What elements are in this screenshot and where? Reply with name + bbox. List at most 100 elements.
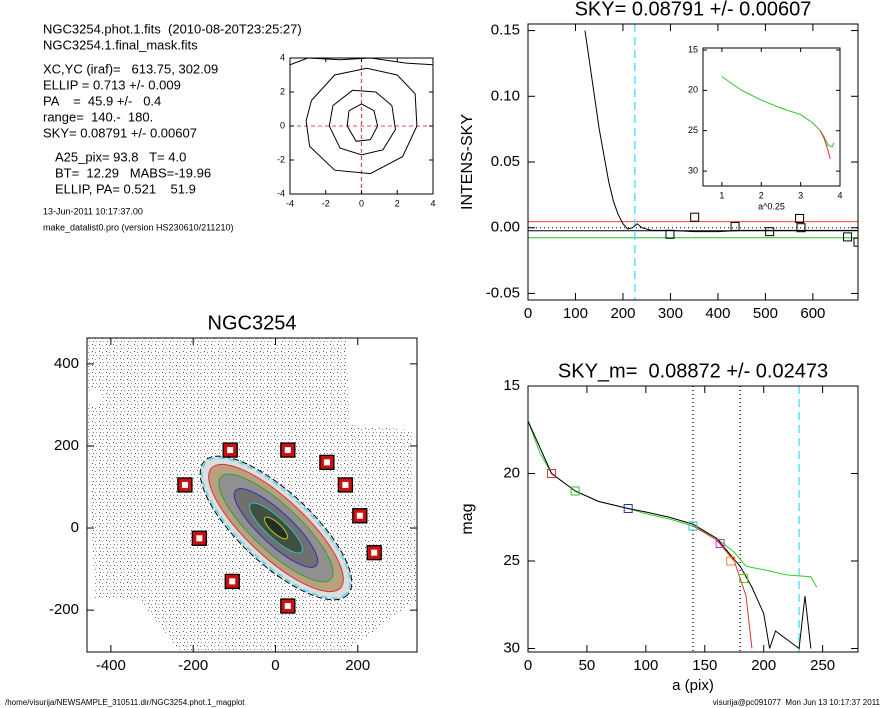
square-outline: [224, 573, 240, 590]
square-marker: [795, 214, 805, 224]
frame: [86, 337, 418, 653]
inset-bg: [703, 48, 840, 186]
contour: [328, 89, 396, 156]
x-tick-label: 100: [633, 657, 658, 674]
info-line: BT= 12.29 MABS=-19.96: [55, 165, 211, 180]
y-tick-label: 0: [71, 519, 79, 536]
x-tick-label: 2: [395, 198, 400, 208]
square-marker: [570, 486, 580, 496]
chart-title: SKY_m= 0.08872 +/- 0.02473: [558, 360, 828, 382]
x-tick-label: 0: [359, 198, 364, 208]
x-tick-label: 4: [837, 190, 842, 200]
info-line: NGC3254.phot.1.fits (2010-08-20T23:25:27…: [43, 21, 302, 36]
info-line: PA = 45.9 +/- 0.4: [43, 93, 161, 108]
x-tick-label: 1: [719, 190, 724, 200]
square-marker: [690, 212, 700, 222]
square-marker: [319, 455, 334, 470]
x-tick-label: 50: [579, 657, 596, 674]
plot-area: [528, 24, 858, 300]
square-marker: [688, 521, 698, 531]
y-axis-label: mag: [459, 503, 476, 534]
info-line: range= 140.- 180.: [43, 109, 153, 124]
profile-line: [721, 76, 835, 148]
y-tick-label: 25: [688, 125, 698, 135]
info-line: XC,YC (iraf)= 613.75, 302.09: [43, 61, 218, 76]
frame: [527, 23, 859, 301]
profile-line: [692, 525, 753, 649]
square-marker: [796, 223, 806, 233]
profile-line: [584, 30, 858, 233]
square-outline: [222, 442, 238, 458]
y-tick-label: 20: [503, 464, 520, 481]
square-marker: [843, 232, 853, 242]
x-tick-label: 3: [798, 190, 803, 200]
square-marker: [715, 539, 725, 548]
y-tick-label: 400: [54, 355, 79, 372]
y-tick-label: 15: [503, 377, 520, 394]
isophote: [201, 457, 351, 599]
square-marker: [765, 227, 775, 237]
y-tick-label: 0.05: [491, 153, 520, 170]
x-tick-label: 0: [271, 657, 279, 674]
x-tick-label: 100: [563, 305, 588, 322]
frame: [702, 47, 841, 187]
info-line: ELLIP, PA= 0.521 51.9: [55, 181, 196, 196]
y-tick-label: 0.00: [491, 219, 520, 236]
masked-star: [87, 390, 103, 406]
x-tick-label: -200: [178, 657, 208, 674]
square-marker: [225, 574, 240, 589]
y-tick-label: 0.15: [491, 22, 520, 39]
y-tick-label: -200: [49, 601, 79, 618]
x-tick-label: 0: [524, 657, 532, 674]
x-tick-label: 200: [610, 305, 635, 322]
plot-area: [528, 386, 818, 652]
y-tick-label: 30: [688, 165, 698, 175]
square-marker: [730, 221, 740, 231]
x-tick-label: 200: [751, 657, 776, 674]
y-tick-label: 4: [280, 52, 285, 62]
y-tick-label: -4: [277, 188, 285, 198]
y-tick-label: 2: [280, 86, 285, 96]
x-tick-label: 200: [345, 657, 370, 674]
frame: [527, 385, 859, 653]
plot-area: [177, 442, 382, 614]
x-tick-label: 500: [753, 305, 778, 322]
x-tick-label: 2: [759, 190, 764, 200]
y-tick-label: -2: [277, 154, 285, 164]
square-outline: [280, 442, 296, 458]
y-tick-label: 0.10: [491, 87, 520, 104]
square-marker: [352, 508, 367, 523]
square-marker: [739, 574, 749, 583]
square-outline: [352, 508, 368, 524]
square-marker: [192, 531, 207, 546]
contour: [346, 103, 379, 142]
info-line: A25_pix= 93.8 T= 4.0: [55, 149, 186, 164]
info-line: 13-Jun-2011 10:17:37.00: [43, 206, 143, 216]
square-outline: [337, 477, 354, 493]
chart-title: NGC3254: [208, 312, 297, 334]
x-tick-label: 400: [705, 305, 730, 322]
square-marker: [280, 443, 295, 458]
y-tick-label: 15: [688, 44, 698, 54]
x-tick-label: 0: [524, 305, 532, 322]
square-outline: [319, 454, 335, 471]
y-axis-label: INTENS-SKY: [459, 114, 476, 210]
x-axis-label: a (pix): [672, 677, 714, 694]
profile-line: [819, 130, 831, 160]
contour: [290, 58, 433, 66]
info-line: NGC3254.1.final_mask.fits: [43, 37, 198, 52]
square-marker: [280, 599, 295, 614]
square-marker: [177, 477, 192, 492]
contour: [305, 67, 418, 175]
plot-area: [290, 58, 433, 194]
square-marker: [338, 477, 353, 492]
profile-line: [528, 420, 818, 588]
square-outline: [280, 598, 296, 614]
y-tick-label: -0.05: [486, 284, 520, 301]
y-tick-label: 20: [688, 85, 698, 95]
square-outline: [366, 545, 382, 561]
plot-area: [703, 48, 840, 186]
info-line: make_datalist0.pro (version HS230610/211…: [43, 222, 233, 232]
